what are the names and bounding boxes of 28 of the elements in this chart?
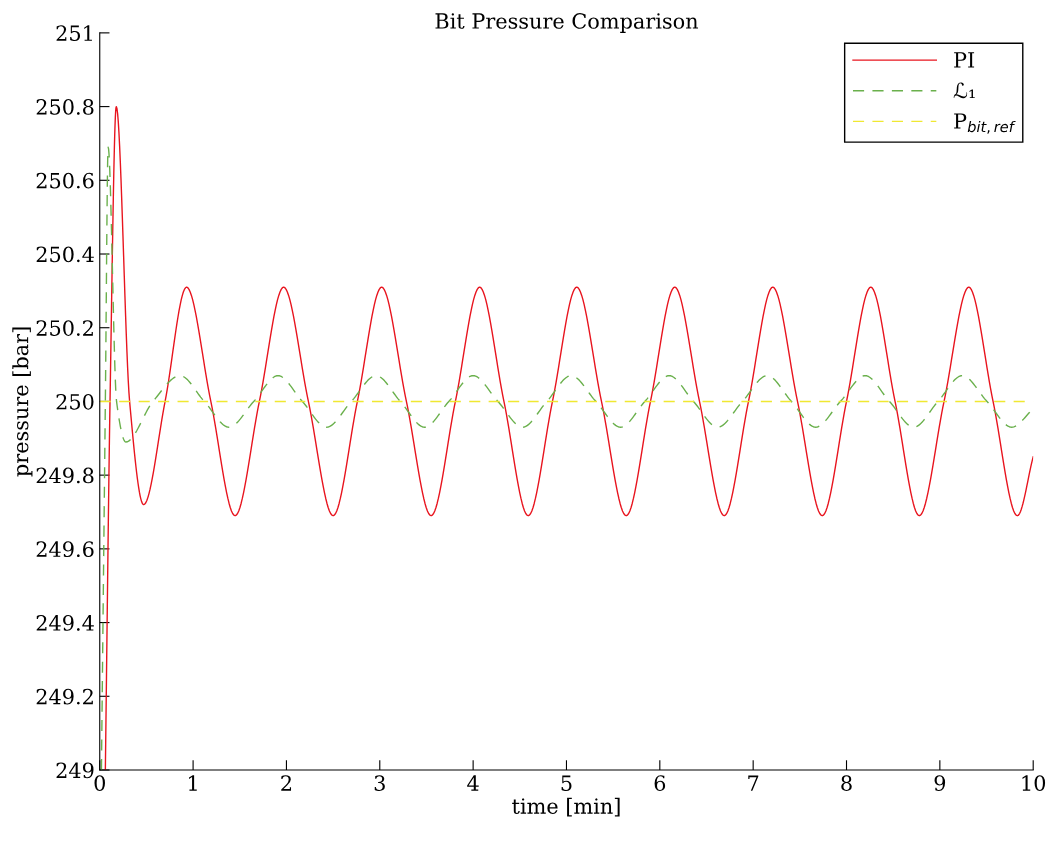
y-tick-label: 250	[56, 393, 94, 410]
x-tick-label: 7	[748, 775, 759, 791]
y-tick-label: 249.4	[36, 615, 94, 631]
y-tick-label: 250.8	[36, 99, 94, 115]
x-tick-label: 8	[841, 775, 852, 791]
x-tick-label: 5	[561, 775, 572, 791]
y-tick-label: 250.2	[36, 320, 93, 336]
y-tick-label: 249	[56, 762, 94, 779]
y-tick-label: 250.6	[36, 172, 94, 189]
x-axis-title: time [min]	[512, 797, 620, 817]
y-tick-label: 251	[56, 25, 92, 42]
x-tick-label: 4	[467, 775, 479, 791]
x-tick-label: 2	[281, 775, 292, 791]
x-tick-label: 1	[189, 775, 197, 791]
y-tick-label: 250.4	[36, 246, 94, 263]
chart-title: Bit Pressure Comparison	[435, 13, 699, 33]
legend-label: ℒ₁	[953, 82, 975, 99]
x-tick-label: 10	[1022, 775, 1046, 791]
legend-label: PI	[954, 52, 975, 68]
y-axis-title: pressure [bar]	[12, 327, 33, 477]
x-tick-label: 6	[654, 775, 666, 791]
y-tick-label: 249.8	[36, 467, 94, 484]
x-tick-label: 9	[934, 775, 946, 791]
x-tick-label: 3	[374, 775, 385, 791]
x-tick-label: 0	[94, 775, 105, 791]
y-tick-label: 249.6	[36, 541, 94, 558]
legend-label: P$_{bit,ref}$	[954, 113, 1016, 134]
y-tick-label: 249.2	[36, 688, 93, 705]
